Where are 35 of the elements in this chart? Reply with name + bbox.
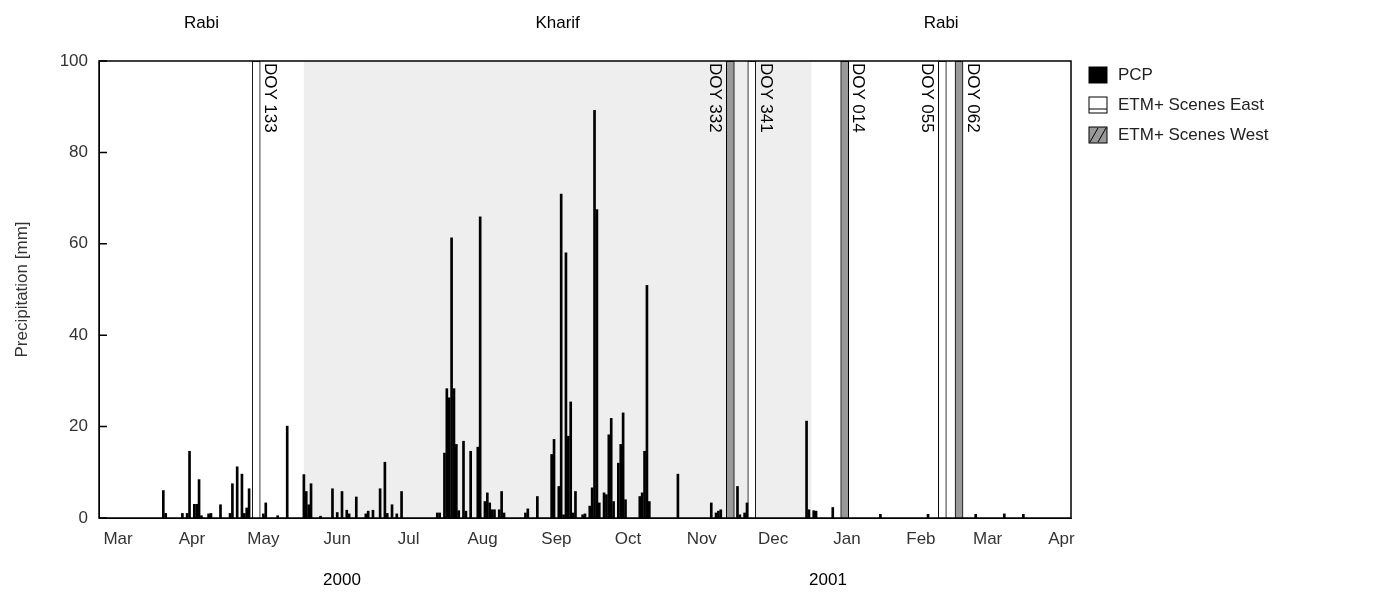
data-label: DOY 014 (849, 63, 869, 133)
text: Rabi (183, 12, 219, 32)
y-tick-label: 20 (69, 416, 88, 436)
x-tick-label: Apr (178, 528, 206, 548)
x-tick-label: Jul (397, 528, 420, 548)
y-tick-label: 100 (59, 50, 88, 70)
y-axis-title: Precipitation [mm] (11, 221, 31, 358)
y-tick-label: 60 (69, 233, 88, 253)
data-label: DOY 055 (918, 63, 938, 133)
data-label: DOY 062 (963, 63, 983, 133)
data-label: DOY 133 (261, 63, 281, 133)
x-tick-label: May (247, 528, 280, 548)
x-tick-label: Jun (323, 528, 351, 548)
data-label: DOY 341 (756, 63, 776, 133)
data-label: DOY 332 (706, 63, 726, 133)
text: Rabi (923, 12, 959, 32)
x-tick-label: Mar (972, 528, 1003, 548)
y-tick-label: 80 (69, 142, 88, 162)
x-tick-label: Dec (758, 528, 789, 548)
band-label: Kharif (535, 12, 581, 32)
legend-label: ETM+ Scenes West (1118, 125, 1269, 145)
text: 2001 (809, 569, 847, 589)
y-tick-label: 0 (78, 507, 88, 527)
x-tick-label: Jan (833, 528, 861, 548)
x-tick-label: Sep (541, 528, 572, 548)
x-tick-label: Mar (103, 528, 134, 548)
y-tick-label: 40 (69, 324, 88, 344)
x-tick-label: Apr (1048, 528, 1076, 548)
x-tick-label: Aug (467, 528, 498, 548)
x-tick-label: Nov (686, 528, 718, 548)
legend-label: ETM+ Scenes East (1118, 95, 1264, 115)
x-tick-label: Feb (906, 528, 936, 548)
text: 2000 (323, 569, 361, 589)
x-tick-label: Oct (614, 528, 642, 548)
legend-label: PCP (1118, 65, 1153, 85)
